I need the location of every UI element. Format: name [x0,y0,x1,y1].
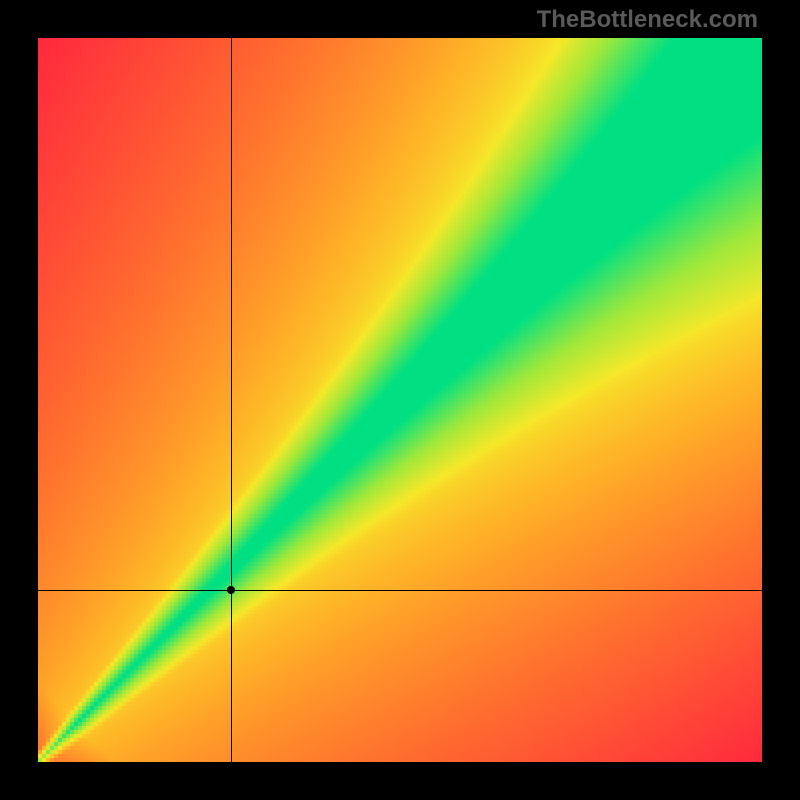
crosshair-horizontal [38,590,762,591]
heatmap-canvas [38,38,762,762]
plot-area [38,38,762,762]
crosshair-vertical [231,38,232,762]
watermark-text: TheBottleneck.com [537,6,758,34]
data-point-marker [227,586,235,594]
